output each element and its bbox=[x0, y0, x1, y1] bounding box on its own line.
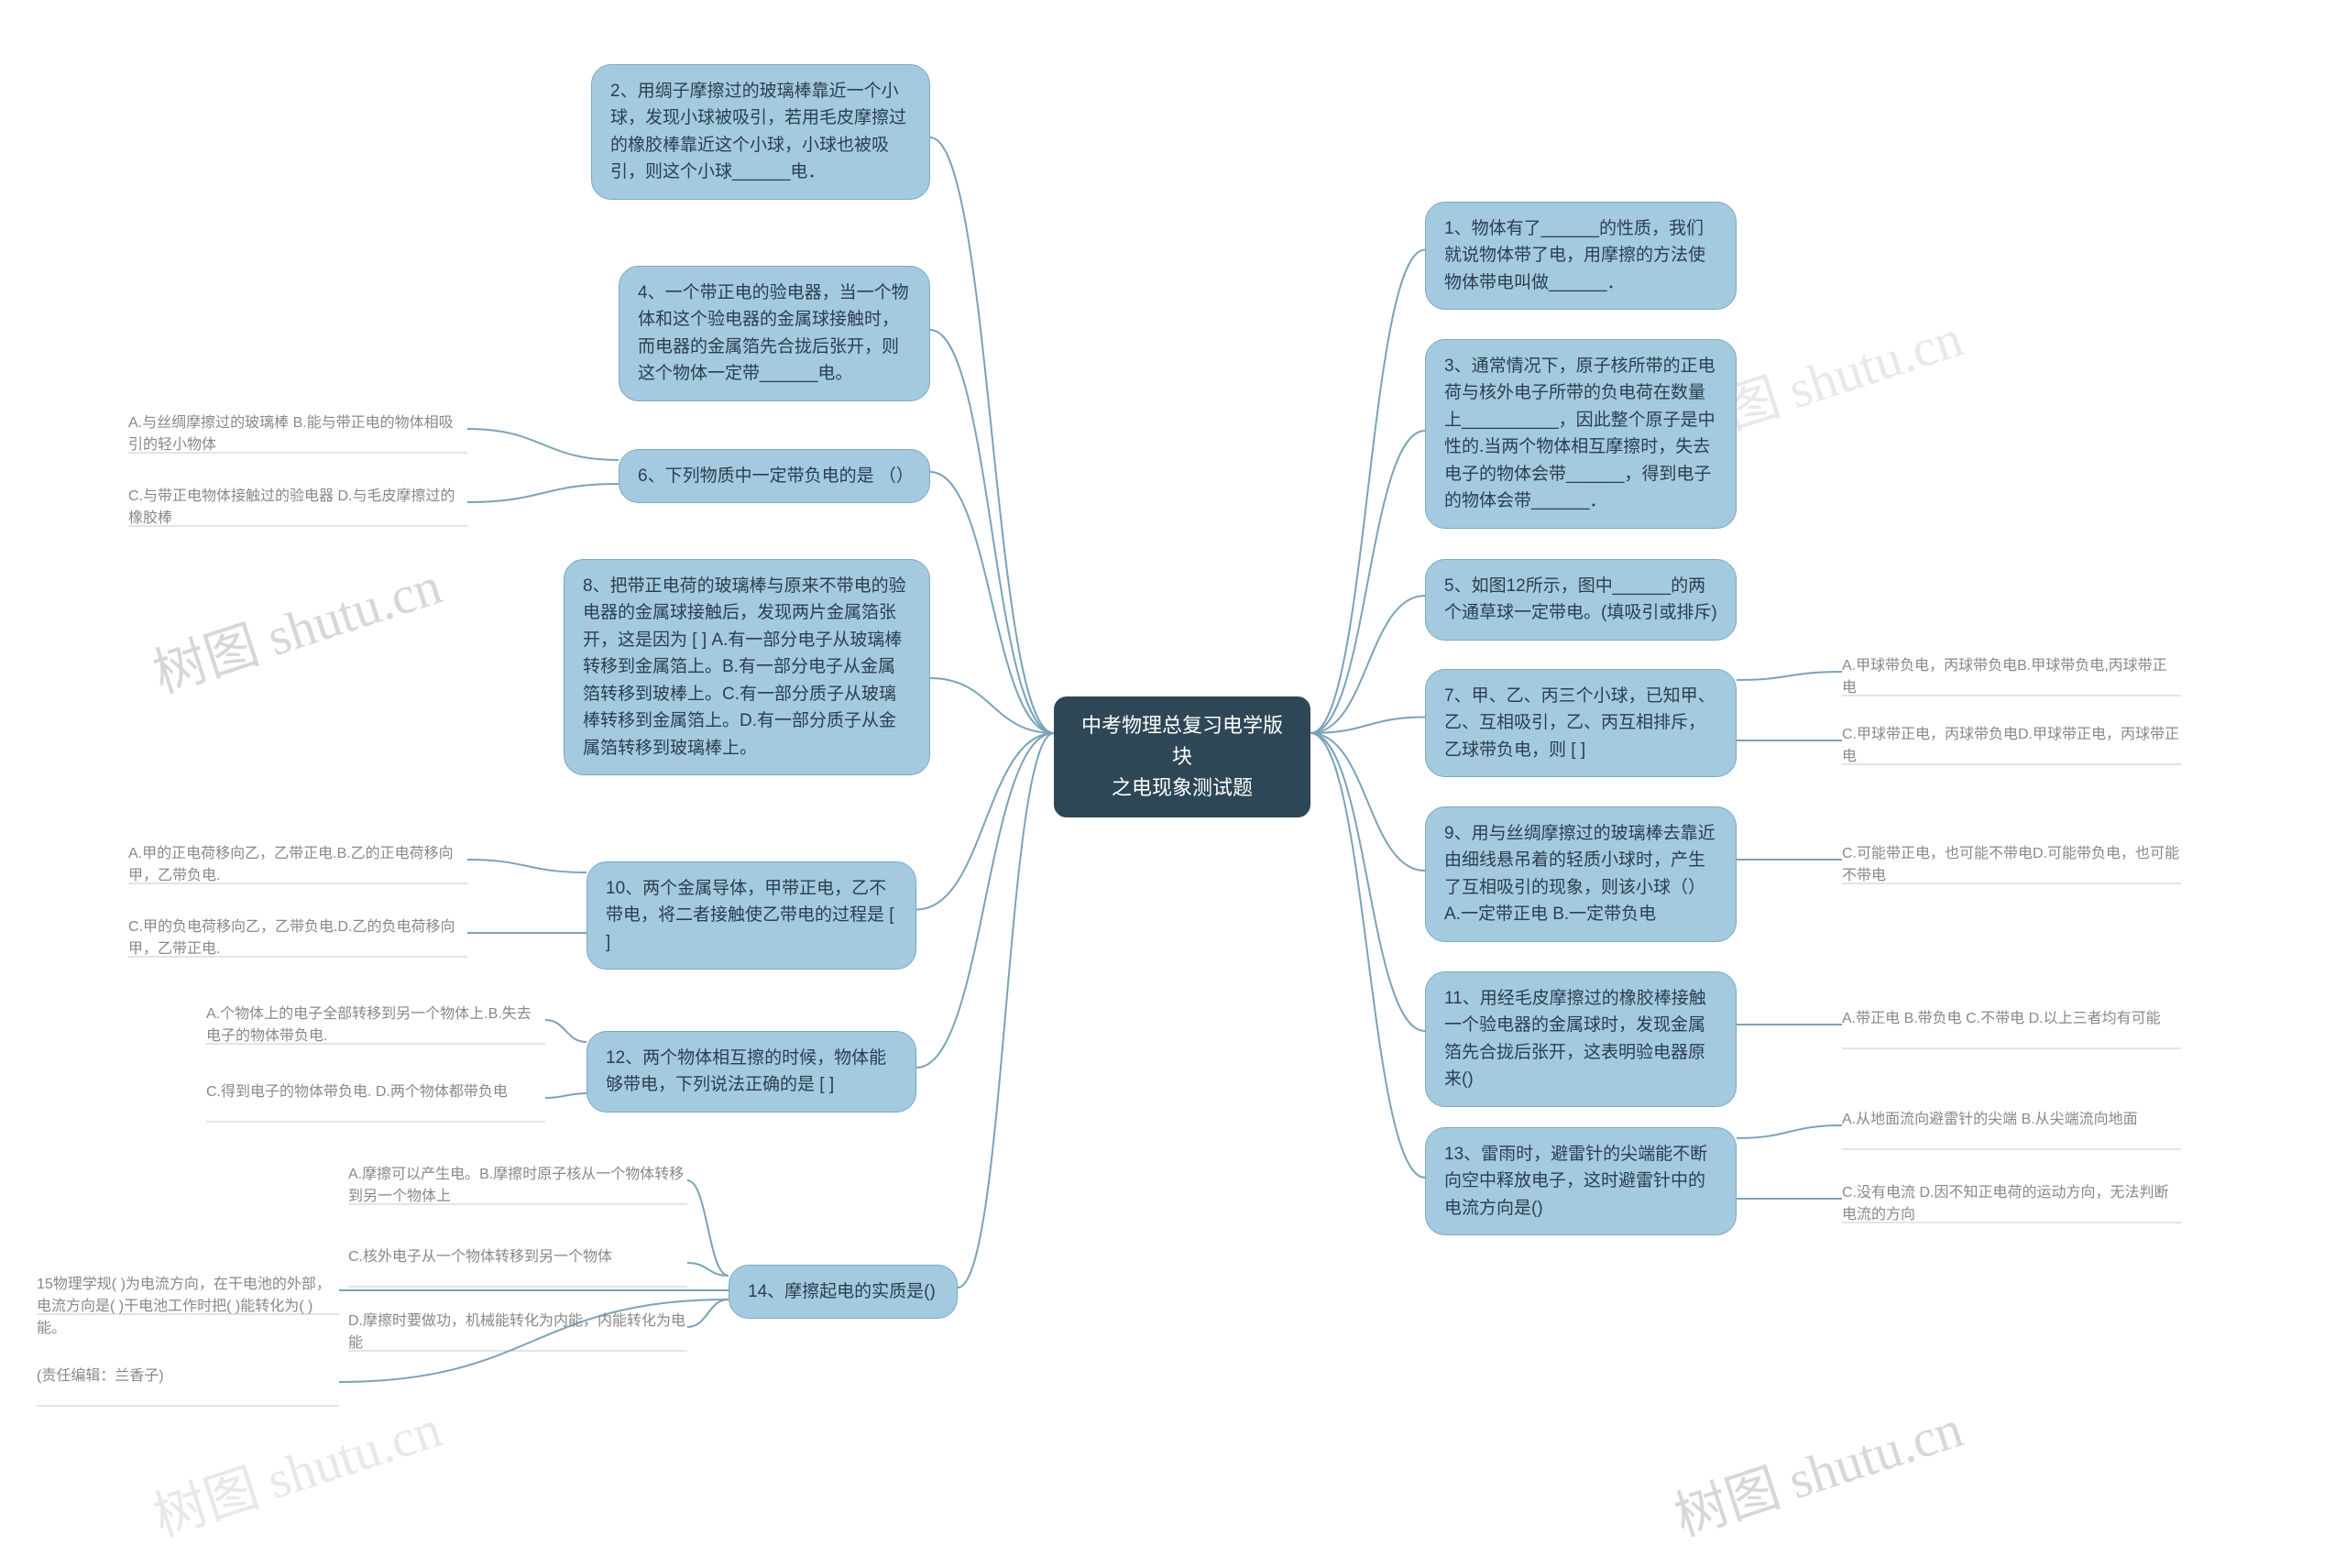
mindmap-leaf-label: C.可能带正电，也可能不带电D.可能带负电，也可能不带电 bbox=[1842, 843, 2181, 887]
mindmap-leaf-label: A.与丝绸摩擦过的玻璃棒 B.能与带正电的物体相吸引的轻小物体 bbox=[128, 412, 467, 456]
mindmap-leaf-label: C.与带正电物体接触过的验电器 D.与毛皮摩擦过的橡胶棒 bbox=[128, 486, 467, 530]
mindmap-center-node: 中考物理总复习电学版块之电现象测试题 bbox=[1054, 696, 1310, 817]
mindmap-branch-node: 9、用与丝绸摩擦过的玻璃棒去靠近由细线悬吊着的轻质小球时，产生了互相吸引的现象，… bbox=[1425, 806, 1737, 942]
mindmap-branch-node: 4、一个带正电的验电器，当一个物体和这个验电器的金属球接触时，而电器的金属箔先合… bbox=[619, 266, 930, 401]
mindmap-branch-node: 6、下列物质中一定带负电的是 （） bbox=[619, 449, 930, 503]
mindmap-leaf-label: (责任编辑：兰香子) bbox=[37, 1365, 339, 1387]
mindmap-leaf-label: A.摩擦可以产生电。B.摩擦时原子核从一个物体转移到另一个物体上 bbox=[348, 1164, 687, 1208]
mindmap-branch-node: 2、用绸子摩擦过的玻璃棒靠近一个小球，发现小球被吸引，若用毛皮摩擦过的橡胶棒靠近… bbox=[591, 64, 930, 200]
mindmap-branch-node: 11、用经毛皮摩擦过的橡胶棒接触一个验电器的金属球时，发现金属箔先合拢后张开，这… bbox=[1425, 971, 1737, 1107]
watermark-text: 树图 shutu.cn bbox=[142, 1386, 449, 1551]
mindmap-branch-node: 13、雷雨时，避雷针的尖端能不断向空中释放电子，这时避雷针中的电流方向是() bbox=[1425, 1127, 1737, 1235]
mindmap-leaf-label: C.甲的负电荷移向乙，乙带负电.D.乙的负电荷移向甲，乙带正电. bbox=[128, 916, 467, 960]
mindmap-leaf-label: C.得到电子的物体带负电. D.两个物体都带负电 bbox=[206, 1081, 545, 1103]
mindmap-branch-node: 7、甲、乙、丙三个小球，已知甲、乙、互相吸引，乙、丙互相排斥，乙球带负电，则 [… bbox=[1425, 669, 1737, 777]
mindmap-leaf-label: 15物理学规( )为电流方向，在干电池的外部，电流方向是( )干电池工作时把( … bbox=[37, 1274, 339, 1340]
mindmap-branch-node: 1、物体有了______的性质，我们就说物体带了电，用摩擦的方法使物体带电叫做_… bbox=[1425, 202, 1737, 310]
mindmap-branch-node: 10、两个金属导体，甲带正电，乙不带电，将二者接触使乙带电的过程是 [ ] bbox=[586, 861, 916, 970]
mindmap-leaf-label: C.没有电流 D.因不知正电荷的运动方向，无法判断电流的方向 bbox=[1842, 1182, 2181, 1226]
mindmap-leaf-label: C.甲球带正电，丙球带负电D.甲球带正电，丙球带正电 bbox=[1842, 724, 2181, 768]
mindmap-leaf-label: A.甲球带负电，丙球带负电B.甲球带负电,丙球带正电 bbox=[1842, 655, 2181, 699]
mindmap-branch-node: 5、如图12所示，图中______的两个通草球一定带电。(填吸引或排斥) bbox=[1425, 559, 1737, 641]
mindmap-branch-node: 3、通常情况下，原子核所带的正电荷与核外电子所带的负电荷在数量上________… bbox=[1425, 339, 1737, 529]
mindmap-branch-node: 8、把带正电荷的玻璃棒与原来不带电的验电器的金属球接触后，发现两片金属箔张开，这… bbox=[564, 559, 930, 775]
mindmap-leaf-label: A.从地面流向避雷针的尖端 B.从尖端流向地面 bbox=[1842, 1109, 2181, 1131]
mindmap-branch-node: 14、摩擦起电的实质是() bbox=[729, 1265, 958, 1319]
mindmap-branch-node: 12、两个物体相互擦的时候，物体能够带电，下列说法正确的是 [ ] bbox=[586, 1031, 916, 1113]
mindmap-leaf-label: A.个物体上的电子全部转移到另一个物体上.B.失去电子的物体带负电. bbox=[206, 1003, 545, 1047]
mindmap-leaf-label: A.甲的正电荷移向乙，乙带正电.B.乙的正电荷移向甲，乙带负电. bbox=[128, 843, 467, 887]
watermark-text: 树图 shutu.cn bbox=[142, 543, 449, 707]
mindmap-leaf-label: D.摩擦时要做功，机械能转化为内能，内能转化为电能 bbox=[348, 1310, 687, 1354]
watermark-text: 树图 shutu.cn bbox=[1663, 1386, 1970, 1551]
mindmap-leaf-label: A.带正电 B.带负电 C.不带电 D.以上三者均有可能 bbox=[1842, 1008, 2181, 1030]
mindmap-leaf-label: C.核外电子从一个物体转移到另一个物体 bbox=[348, 1246, 687, 1268]
